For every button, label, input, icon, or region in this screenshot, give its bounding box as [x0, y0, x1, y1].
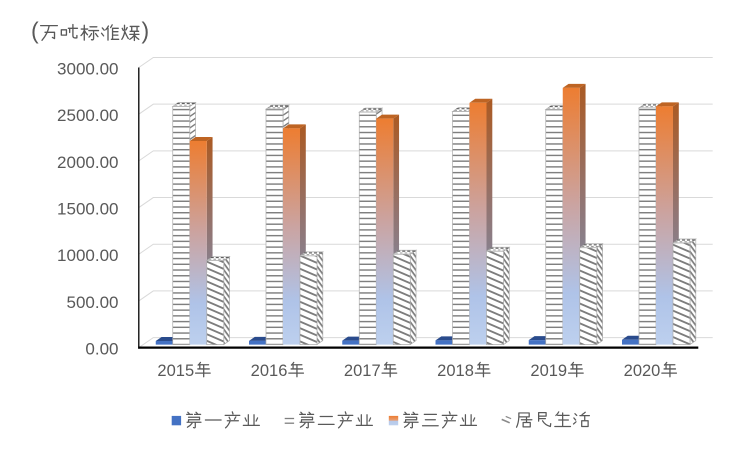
- svg-text:2500.00: 2500.00: [57, 106, 118, 125]
- svg-text:2018: 2018: [437, 362, 474, 380]
- svg-text:2016: 2016: [251, 362, 288, 380]
- svg-text:3000.00: 3000.00: [57, 60, 118, 79]
- svg-text:2020: 2020: [624, 362, 661, 380]
- svg-text:2019: 2019: [530, 362, 567, 380]
- svg-text:1500.00: 1500.00: [57, 200, 118, 219]
- svg-text:2015: 2015: [157, 362, 194, 380]
- svg-text:2000.00: 2000.00: [57, 153, 118, 172]
- svg-text:1000.00: 1000.00: [57, 246, 118, 265]
- svg-text:2017: 2017: [344, 362, 381, 380]
- svg-text:500.00: 500.00: [67, 293, 119, 312]
- svg-text:): ): [142, 18, 150, 44]
- svg-text:0.00: 0.00: [85, 340, 118, 359]
- svg-text:(: (: [31, 18, 39, 44]
